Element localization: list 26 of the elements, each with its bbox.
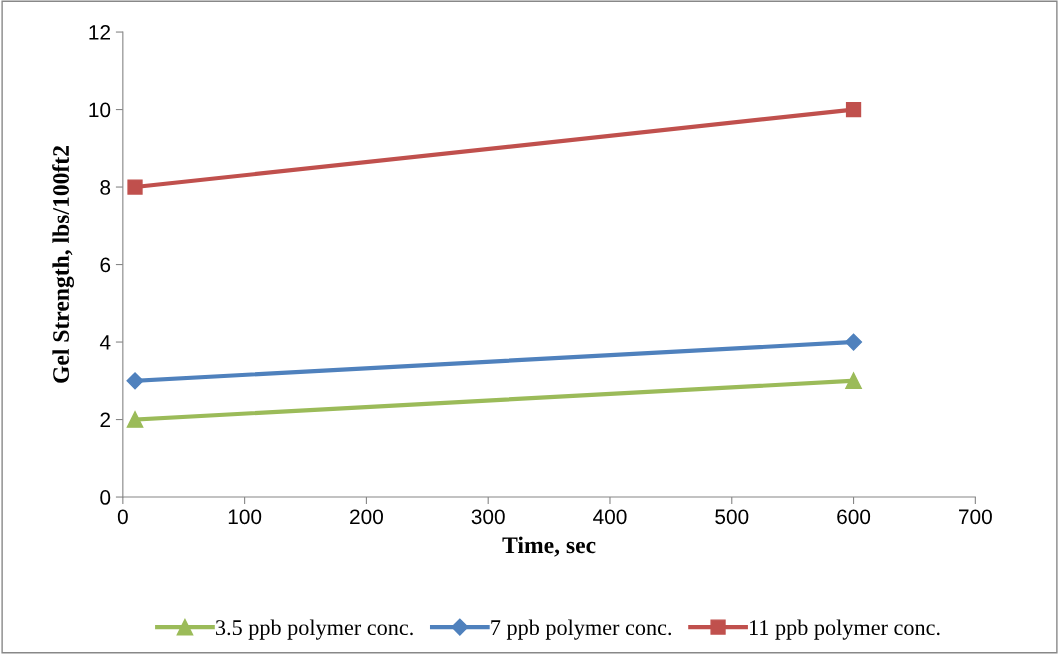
- legend-label: 11 ppb polymer conc.: [750, 619, 940, 640]
- point: [127, 179, 143, 195]
- y-tick-label: 6: [100, 257, 111, 273]
- y-tick-label: 4: [99, 335, 111, 350]
- point: [126, 372, 144, 390]
- x-tick-label: 100: [228, 509, 262, 525]
- y-axis-title: Gel Strength, lbs/100ft2: [52, 146, 74, 383]
- legend-label: 3.5 ppb polymer conc.: [216, 619, 413, 640]
- y-tick-label: 10: [89, 102, 111, 118]
- x-tick-label: 500: [715, 509, 749, 525]
- x-tick-label: 400: [593, 509, 627, 525]
- y-tick-label: 12: [89, 25, 110, 40]
- y-tick-label: 0: [100, 490, 111, 505]
- point: [845, 372, 862, 390]
- x-tick-label: 200: [350, 509, 383, 525]
- point: [845, 333, 863, 351]
- x-tick-label: 600: [837, 509, 871, 525]
- point: [845, 101, 862, 118]
- point: [126, 411, 144, 428]
- x-tick-label: 700: [959, 509, 992, 525]
- y-tick-label: 8: [100, 180, 111, 195]
- legend-label: 7 ppb polymer conc.: [491, 619, 672, 640]
- x-axis-title: Time, sec: [502, 536, 596, 557]
- x-tick-label: 0: [117, 509, 128, 525]
- x-tick-label: 300: [471, 509, 505, 525]
- y-tick-label: 2: [100, 412, 110, 428]
